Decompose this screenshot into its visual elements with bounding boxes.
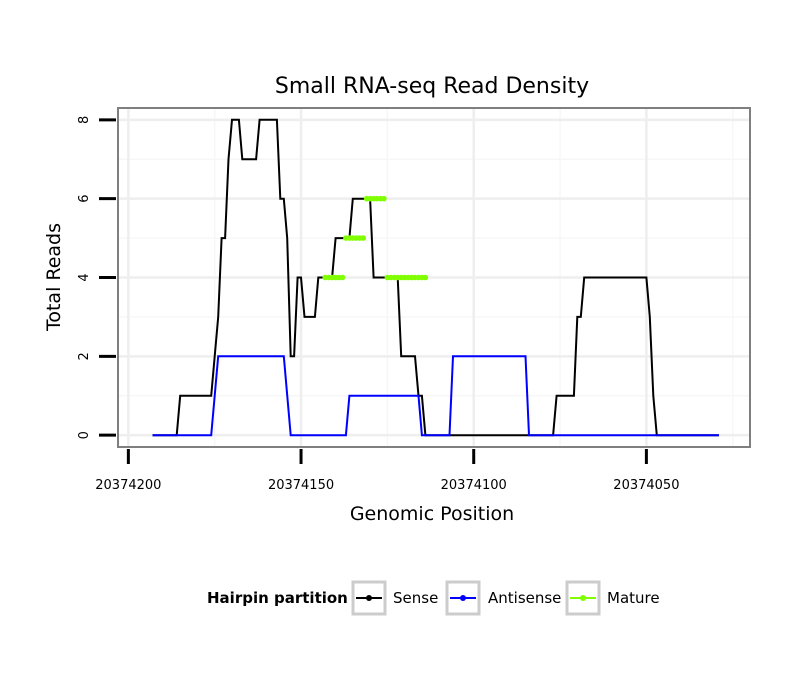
x-tick-label-1: 20374150: [268, 478, 334, 493]
legend-item-sense: Sense: [351, 580, 438, 616]
legend-item-mature: Mature: [565, 580, 660, 616]
legend-label-mature: Mature: [607, 589, 660, 607]
legend-point-sense: [366, 595, 372, 601]
legend-point-antisense: [460, 595, 466, 601]
chart-title: Small RNA-seq Read Density: [275, 74, 589, 99]
legend: Hairpin partition Sense Antisense Mature: [207, 580, 660, 616]
x-tick-label-3: 20374050: [613, 478, 679, 493]
series-layer: [152, 118, 719, 437]
mature-point-20374114: [422, 274, 429, 281]
y-axis-title: Total Reads: [43, 223, 65, 332]
mature-point-20374126: [381, 195, 387, 202]
y-tick-label-3: 6: [77, 195, 92, 203]
legend-item-antisense: Antisense: [445, 580, 561, 616]
grid: [118, 108, 750, 447]
y-tick-label-2: 4: [77, 273, 92, 281]
mature-point-20374132: [360, 235, 367, 241]
mature-point-20374138: [339, 274, 346, 281]
x-tick-label-2: 20374100: [441, 478, 507, 493]
plot-border: [117, 107, 751, 448]
axes: 20374200 20374150 20374100 20374050 0 2 4 6 8: [77, 116, 679, 493]
legend-label-antisense: Antisense: [488, 589, 561, 607]
x-axis-title: Genomic Position: [350, 503, 514, 525]
series-mature: [322, 195, 429, 281]
y-tick-label-4: 8: [77, 116, 92, 124]
series-sense-line: [152, 118, 719, 437]
x-tick-label-0: 20374200: [95, 478, 161, 493]
series-antisense-line: [152, 355, 719, 437]
legend-label-sense: Sense: [393, 589, 438, 607]
legend-point-mature: [580, 595, 586, 601]
y-tick-label-1: 2: [77, 352, 92, 360]
y-tick-label-0: 0: [77, 431, 92, 439]
legend-title: Hairpin partition: [207, 589, 348, 607]
